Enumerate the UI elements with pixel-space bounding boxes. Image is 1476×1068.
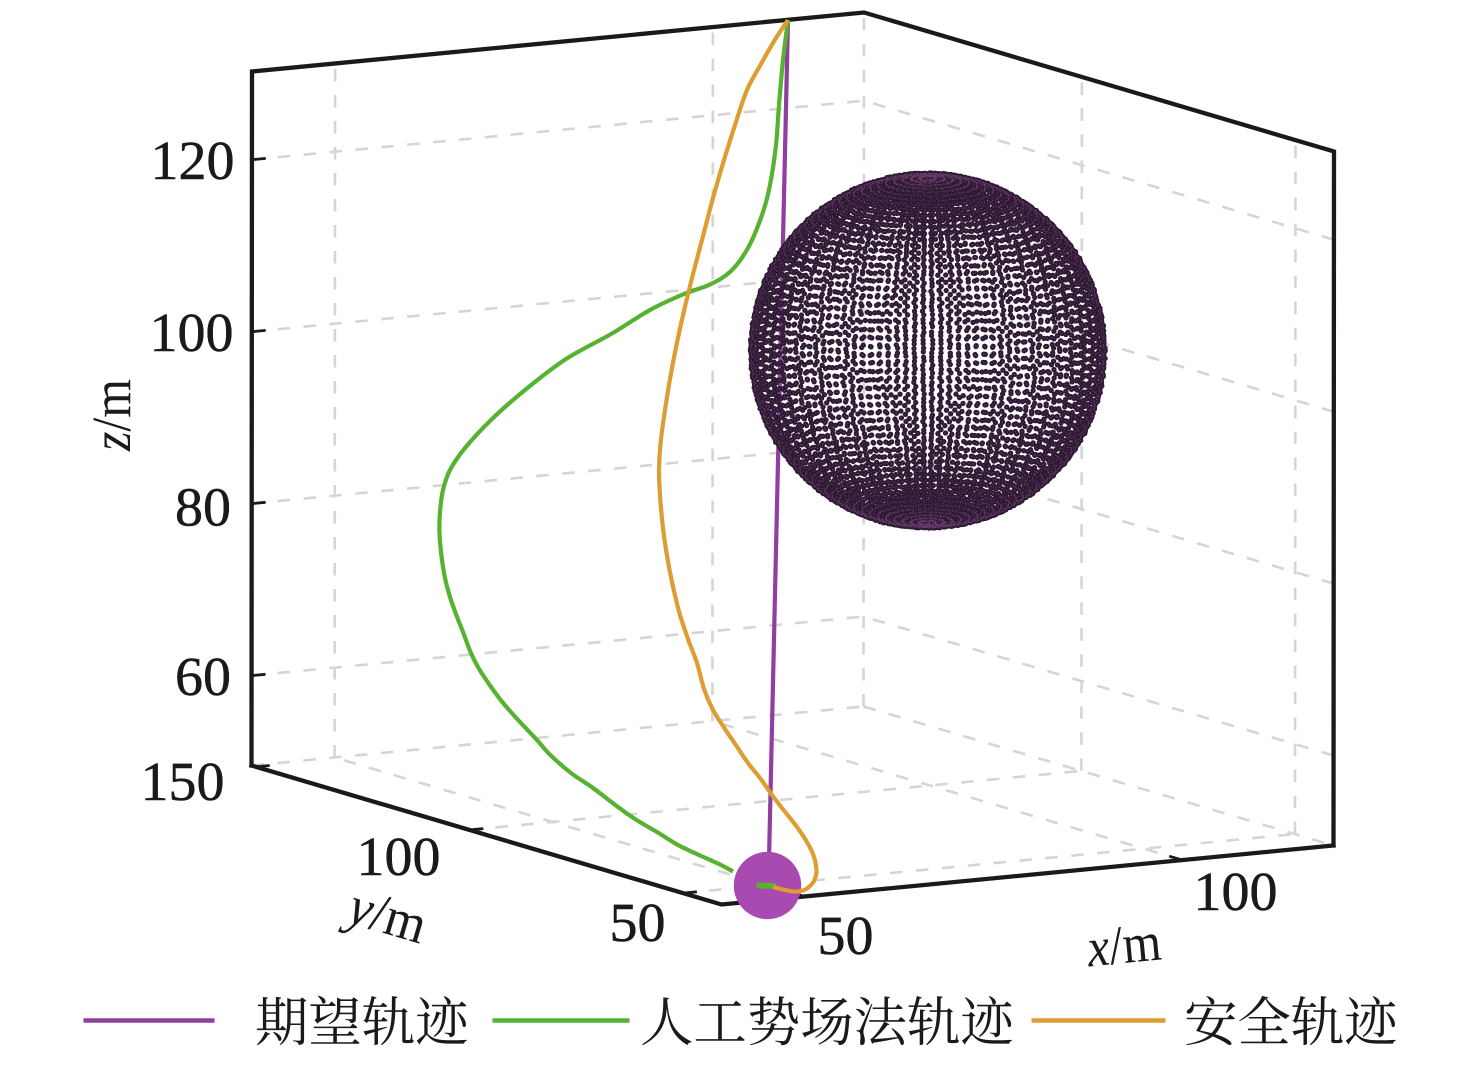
svg-text:150: 150 bbox=[141, 751, 225, 812]
svg-text:100: 100 bbox=[1194, 861, 1278, 922]
svg-text:120: 120 bbox=[151, 130, 235, 191]
svg-text:50: 50 bbox=[610, 892, 666, 953]
svg-text:80: 80 bbox=[175, 477, 231, 538]
svg-text:100: 100 bbox=[357, 826, 441, 887]
svg-text:50: 50 bbox=[818, 905, 874, 966]
svg-text:60: 60 bbox=[175, 646, 231, 707]
svg-text:100: 100 bbox=[150, 302, 234, 363]
svg-text:x/m: x/m bbox=[1083, 911, 1163, 979]
svg-text:z/m: z/m bbox=[81, 379, 142, 452]
